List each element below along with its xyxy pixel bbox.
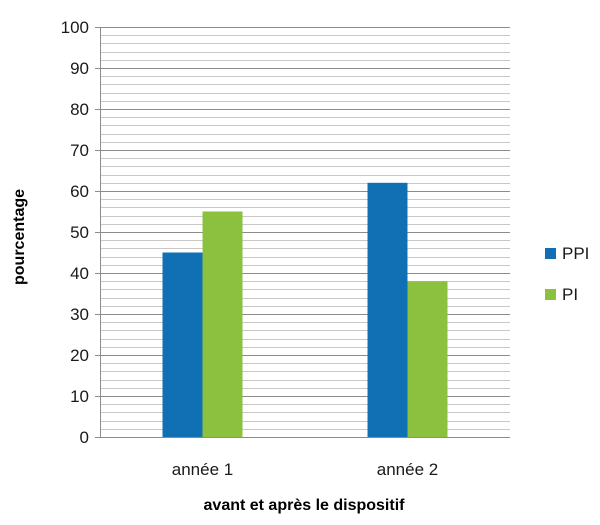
y-tick-label: 30 [70,305,89,324]
axes [95,27,510,438]
x-category-labels: année 1 année 2 [172,460,438,479]
legend-swatch-ppi [545,248,556,259]
y-tick-label: 60 [70,182,89,201]
x-axis-title: avant et après le dispositif [204,497,406,514]
y-tick-label: 50 [70,223,89,242]
bar-ppi-2 [367,182,408,437]
y-tick-label: 0 [80,428,89,447]
bar-pi-1 [202,211,243,437]
gridlines [100,27,510,430]
x-category-label: année 1 [172,460,233,479]
legend-swatch-pi [545,289,556,300]
legend: PPI PI [545,244,589,304]
bars [162,182,448,437]
legend-label-pi: PI [562,285,578,304]
y-tick-label: 70 [70,141,89,160]
y-axis-title: pourcentage [11,189,28,285]
legend-label-ppi: PPI [562,244,589,263]
bar-pi-2 [407,281,448,437]
y-tick-label: 20 [70,346,89,365]
y-tick-label: 100 [61,18,89,37]
y-tick-label: 80 [70,100,89,119]
bar-ppi-1 [162,252,203,437]
y-tick-label: 10 [70,387,89,406]
y-tick-label: 90 [70,59,89,78]
y-tick-labels: 0 10 20 30 40 50 60 70 80 90 100 [61,18,89,447]
x-category-label: année 2 [377,460,438,479]
y-tick-label: 40 [70,264,89,283]
